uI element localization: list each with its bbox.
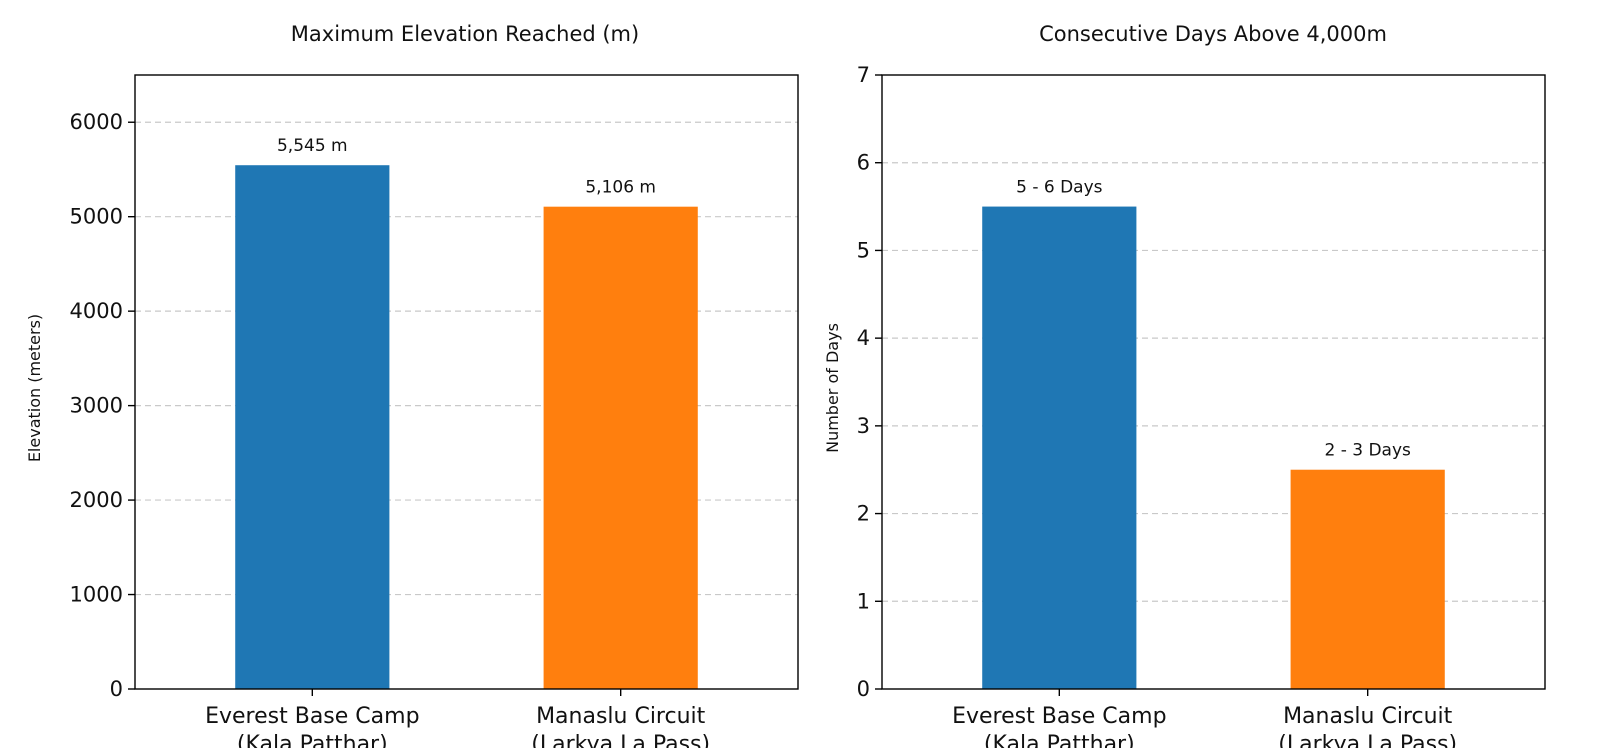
days-y-tick-label: 3 [857, 414, 870, 438]
days-x-ticks: Everest Base Camp (Kala Patthar) Manaslu C… [952, 689, 1457, 748]
days-bar-2 [1290, 469, 1445, 689]
elevation-x-tick-label-2: Manaslu Circuit [536, 704, 706, 729]
days-y-ticks: 0 1 2 3 4 5 6 7 [857, 63, 882, 701]
elevation-y-tick-label: 1000 [70, 583, 123, 607]
days-gridlines [882, 162, 1545, 602]
days-bars [982, 206, 1445, 690]
days-y-tick-label: 4 [857, 326, 870, 350]
elevation-bar-1 [235, 165, 390, 690]
days-x-tick-sublabel-1: (Kala Patthar) [984, 732, 1135, 748]
days-x-tick-label-1: Everest Base Camp [952, 704, 1166, 729]
days-value-labels: 5 - 6 Days 2 - 3 Days [1016, 178, 1411, 461]
days-chart-panel: Consecutive Days Above 4,000m Number of … [823, 22, 1546, 748]
days-x-tick-label-2: Manaslu Circuit [1283, 704, 1453, 729]
elevation-gridlines [135, 121, 798, 596]
elevation-y-tick-label: 2000 [70, 488, 123, 512]
days-x-tick-sublabel-2: (Larkya La Pass) [1278, 732, 1457, 748]
days-chart-title: Consecutive Days Above 4,000m [1039, 22, 1387, 46]
days-y-tick-label: 1 [857, 589, 870, 613]
elevation-x-ticks: Everest Base Camp (Kala Patthar) Manaslu C… [205, 689, 710, 748]
elevation-y-tick-label: 0 [110, 677, 123, 701]
elevation-x-tick-sublabel-1: (Kala Patthar) [237, 732, 388, 748]
days-y-tick-label: 7 [857, 63, 870, 87]
days-y-tick-label: 0 [857, 677, 870, 701]
days-y-tick-label: 2 [857, 502, 870, 526]
elevation-value-label-1: 5,545 m [277, 136, 348, 156]
days-value-label-2: 2 - 3 Days [1324, 441, 1411, 461]
elevation-y-tick-label: 3000 [70, 394, 123, 418]
days-bar-1 [982, 206, 1137, 690]
elevation-chart-panel: Maximum Elevation Reached (m) Elevation … [25, 22, 799, 748]
elevation-y-tick-label: 4000 [70, 299, 123, 323]
days-value-label-1: 5 - 6 Days [1016, 178, 1103, 198]
elevation-y-tick-label: 6000 [70, 110, 123, 134]
elevation-x-tick-sublabel-2: (Larkya La Pass) [531, 732, 710, 748]
elevation-value-label-2: 5,106 m [585, 178, 656, 198]
days-y-tick-label: 6 [857, 151, 870, 175]
days-y-axis-label: Number of Days [823, 323, 842, 453]
elevation-y-ticks: 0 1000 2000 3000 4000 5000 6000 [70, 110, 135, 701]
elevation-plot-frame [134, 74, 799, 690]
elevation-y-axis-label: Elevation (meters) [25, 314, 44, 462]
days-plot-frame [881, 74, 1546, 690]
elevation-x-tick-label-1: Everest Base Camp [205, 704, 419, 729]
days-y-tick-label: 5 [857, 238, 870, 262]
elevation-value-labels: 5,545 m 5,106 m [277, 136, 656, 197]
elevation-chart-title: Maximum Elevation Reached (m) [291, 22, 639, 46]
elevation-y-tick-label: 5000 [70, 205, 123, 229]
elevation-bars [235, 165, 698, 690]
elevation-bar-2 [543, 206, 698, 689]
